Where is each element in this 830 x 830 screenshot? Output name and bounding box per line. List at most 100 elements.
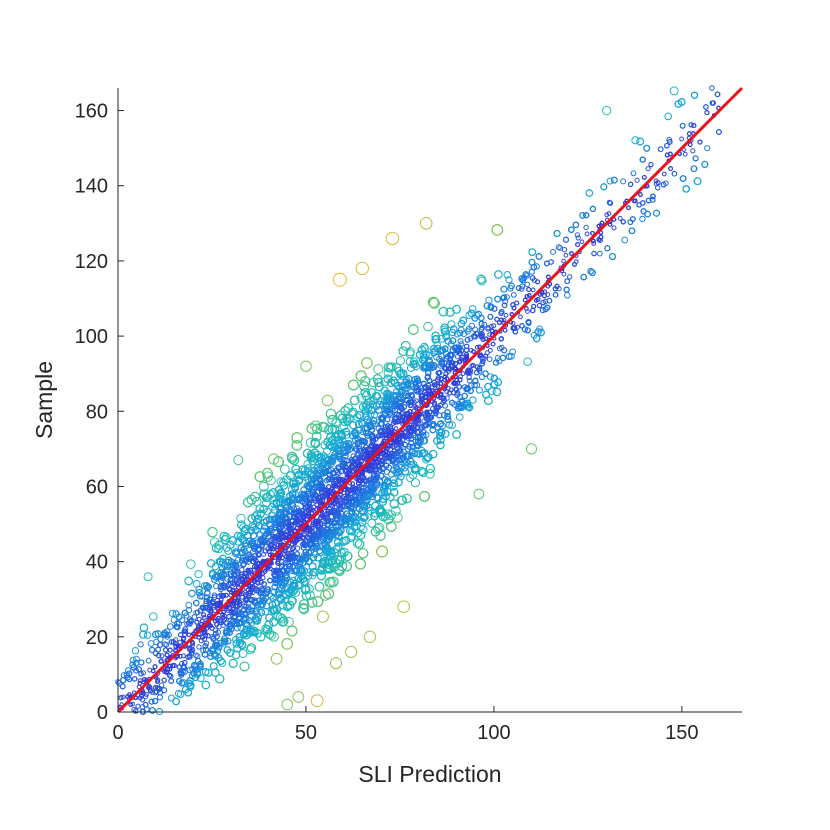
data-point [475,310,482,318]
data-point [209,662,218,670]
data-point [149,612,158,621]
data-point [487,313,494,320]
data-point [342,427,351,436]
data-point [604,245,611,252]
data-point [408,324,419,335]
data-point [442,332,450,341]
data-point [356,411,365,420]
data-point [207,527,218,538]
data-point [682,185,690,193]
data-point [204,668,213,677]
data-point [258,481,269,492]
data-point [228,658,238,668]
data-point [643,144,651,152]
data-point [245,645,256,655]
data-point [281,698,294,711]
data-point [352,538,363,548]
data-point [255,504,265,514]
data-point [167,694,175,702]
data-point [312,596,324,607]
data-point [528,248,537,256]
data-point [396,495,407,505]
data-point [262,471,273,482]
data-point [233,455,244,466]
data-point [139,623,149,632]
data-point [253,517,261,526]
data-point [406,473,415,482]
data-point [389,482,398,491]
data-point [400,341,411,351]
data-point [232,639,241,648]
data-point [631,136,640,145]
data-point [308,562,317,571]
data-point [298,604,310,615]
data-point [294,580,303,589]
data-point [716,129,722,135]
data-point [525,443,538,455]
data-point [346,526,354,535]
data-point [650,193,656,200]
data-point [311,423,323,434]
data-point [355,261,369,276]
data-point [563,286,570,293]
data-point [298,602,309,614]
data-point [490,374,498,382]
data-point [201,680,211,690]
data-point [358,518,367,527]
data-point [636,137,645,146]
data-point [335,435,344,444]
data-point [345,414,354,423]
data-point [419,491,430,502]
data-point [491,224,504,236]
data-point [330,657,342,670]
data-point [395,356,405,366]
data-point [510,292,517,298]
data-point [399,369,408,378]
data-point [441,327,450,336]
data-point [373,364,384,375]
data-point [394,366,404,376]
data-point [194,570,203,579]
data-point [316,610,329,623]
data-point [265,613,274,623]
data-point [492,387,502,397]
data-point [300,360,312,372]
data-point [374,522,385,533]
data-point [503,271,512,279]
data-point [307,597,318,608]
data-point [214,544,224,554]
data-point [308,456,317,466]
data-point [376,545,389,558]
data-point [254,471,266,483]
data-point [398,346,409,357]
data-point [452,430,461,439]
data-point [432,335,441,344]
data-point [357,548,369,559]
data-point [482,390,491,399]
data-point [265,475,276,486]
data-point [311,431,322,442]
data-point [355,558,366,570]
data-point [297,471,306,480]
data-point [287,596,297,606]
data-point [690,165,698,172]
data-point [119,683,126,690]
data-point [347,532,357,541]
data-point [304,572,313,581]
data-point [332,544,341,554]
data-point [473,488,485,500]
data-point [327,424,337,434]
data-point [269,606,278,615]
data-point [148,698,155,705]
data-point [345,645,358,659]
data-point [282,475,292,485]
data-point [209,537,220,548]
data-point [259,504,268,514]
data-point [238,534,246,543]
data-point [354,539,365,550]
data-point [139,630,148,639]
data-point [333,436,342,445]
data-point [628,227,636,235]
data-point [523,357,532,367]
data-point [224,546,233,555]
